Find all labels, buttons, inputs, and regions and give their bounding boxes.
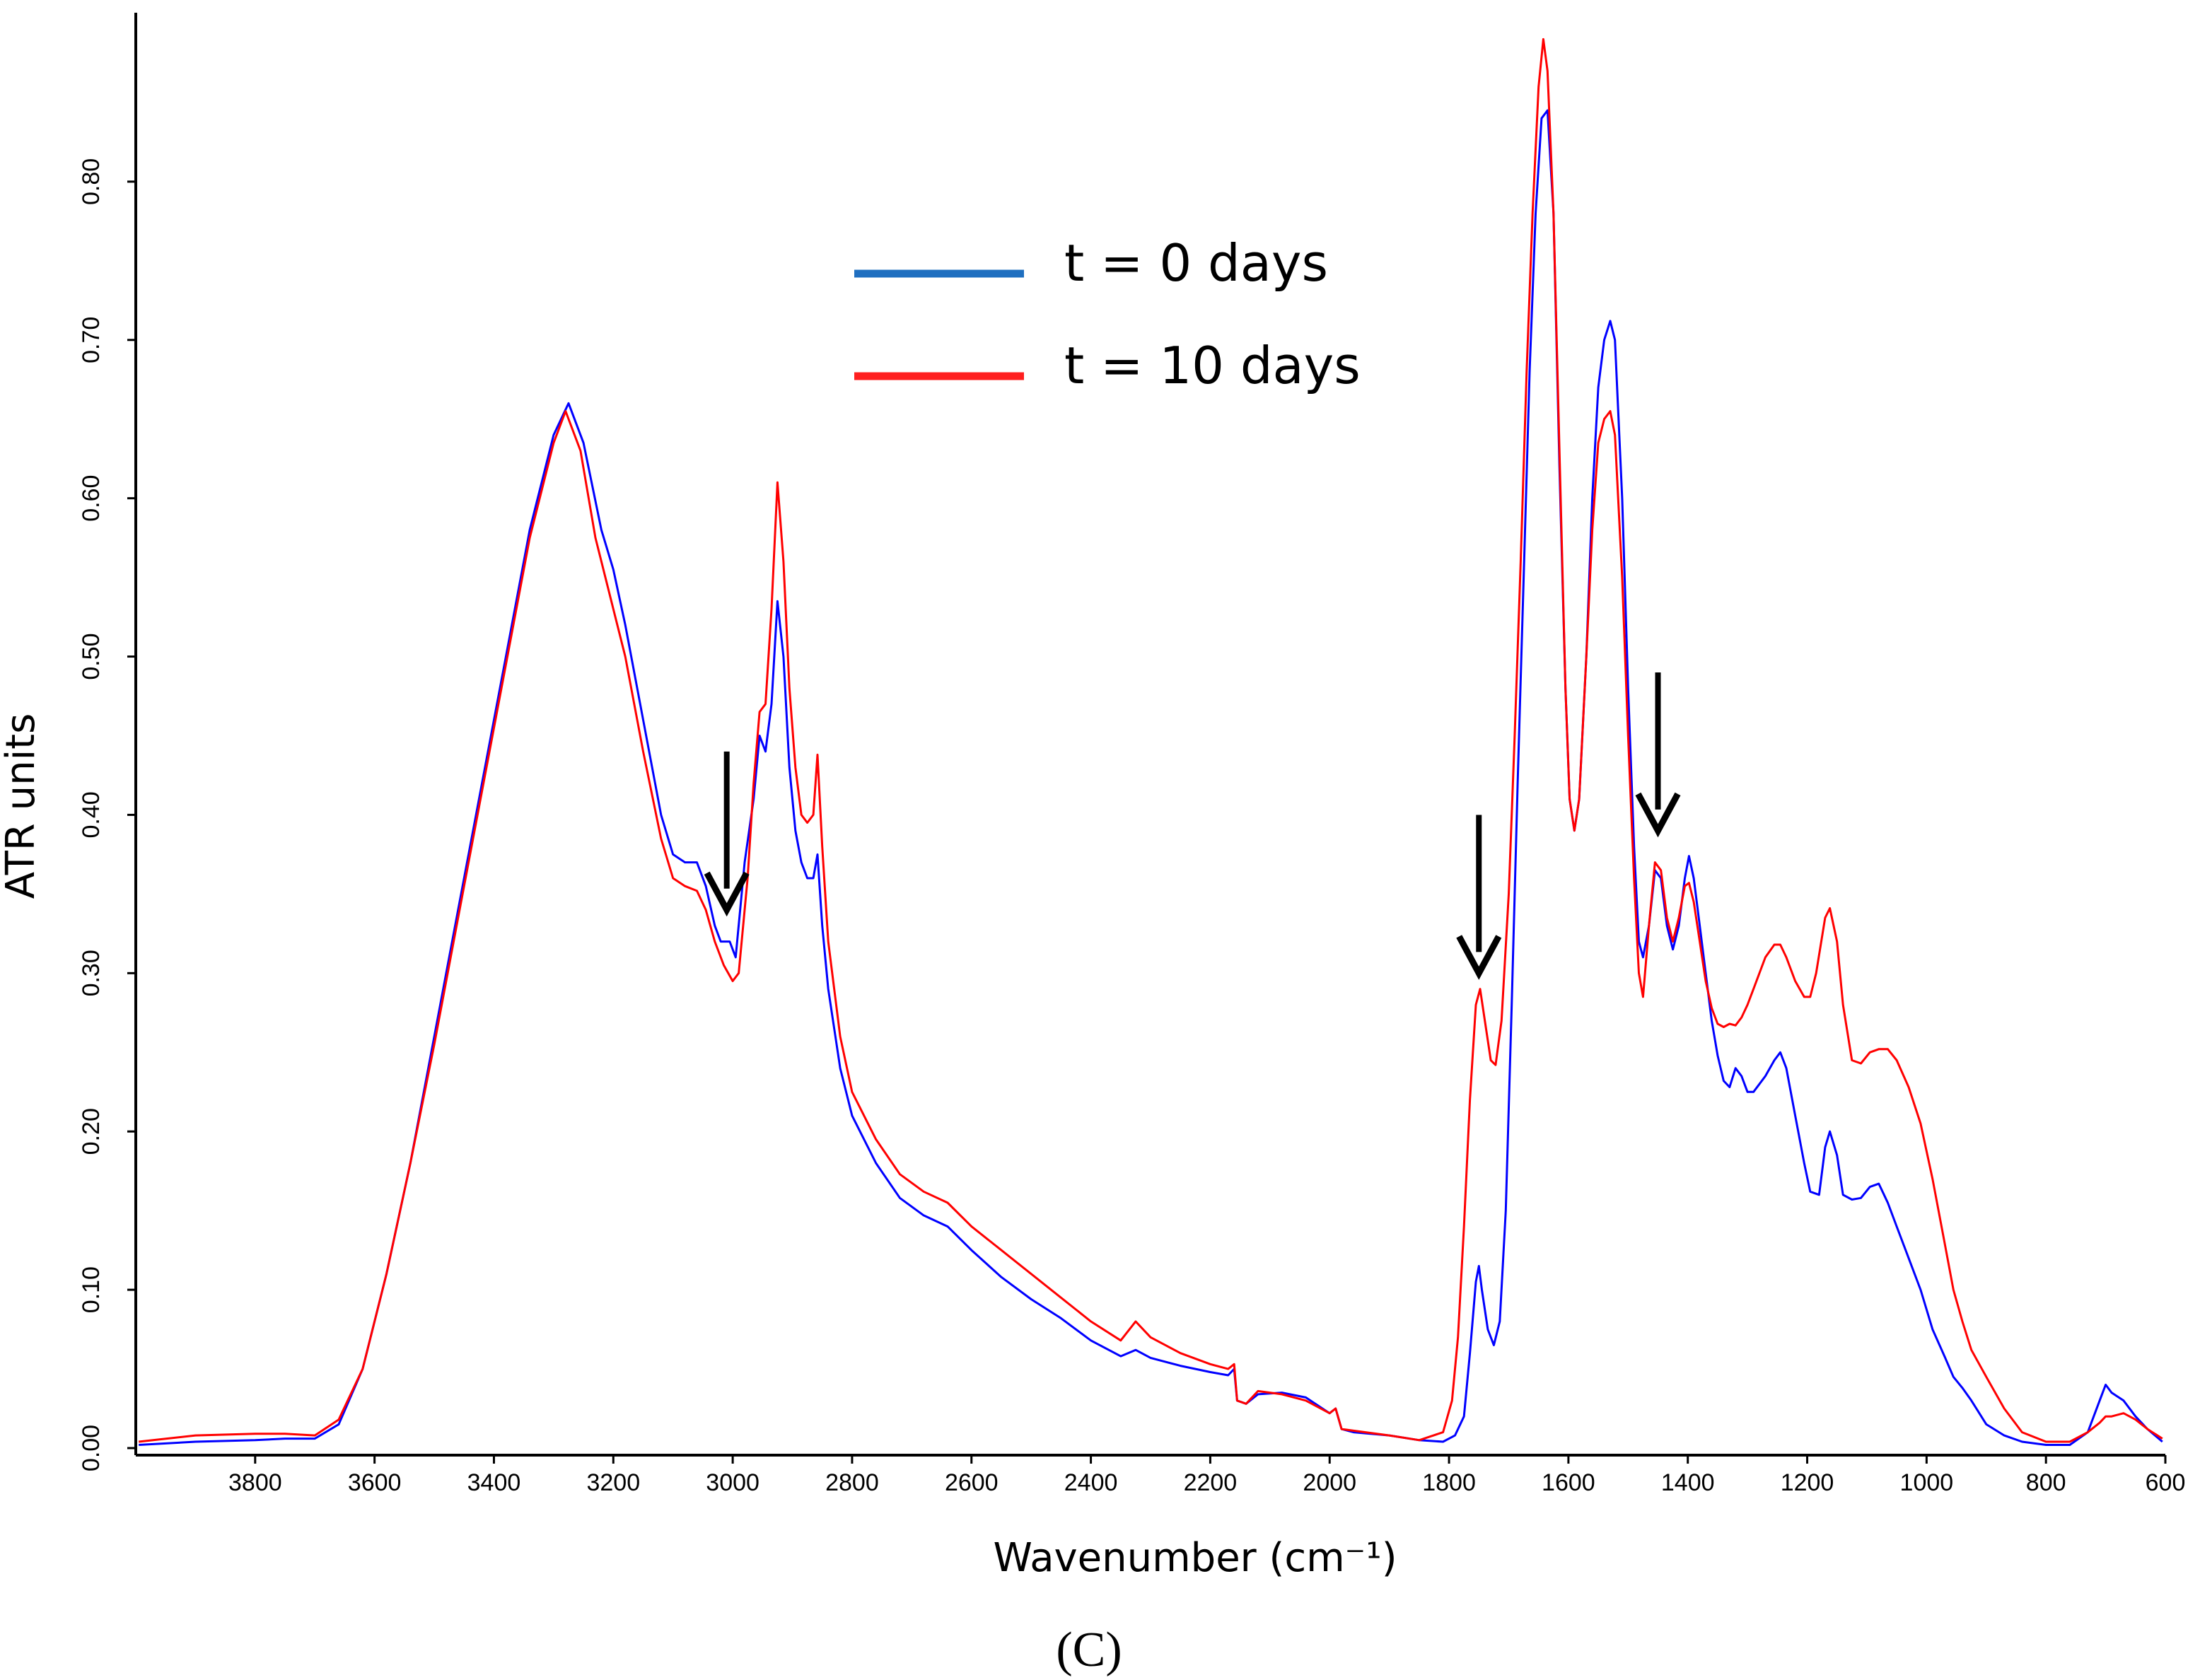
- x-tick-label: 3600: [348, 1469, 402, 1496]
- x-tick-label: 1400: [1661, 1469, 1715, 1496]
- y-tick-label: 0.20: [78, 1108, 105, 1155]
- x-tick-label: 2600: [945, 1469, 999, 1496]
- x-axis-title: Wavenumber (cm⁻¹): [993, 1535, 1397, 1581]
- x-tick-label: 1800: [1422, 1469, 1476, 1496]
- legend-label-t10: t = 10 days: [1064, 336, 1361, 395]
- annotation-arrow-head: [1635, 792, 1681, 838]
- y-ticks: 0.00 0.10 0.20 0.30 0.40 0.50 0.60 0.70 0.80: [78, 158, 136, 1471]
- x-tick-label: 600: [2146, 1469, 2186, 1496]
- y-tick-label: 0.00: [78, 1425, 105, 1471]
- x-ticks: 3800 3600 3400 3200 3000 2800 2600 2400 2200 2000…: [228, 1455, 2185, 1496]
- x-tick-label: 3800: [228, 1469, 282, 1496]
- y-tick-label: 0.10: [78, 1266, 105, 1313]
- x-tick-label: 3400: [467, 1469, 521, 1496]
- x-tick-label: 1000: [1900, 1469, 1954, 1496]
- arrow-layer: [704, 672, 1681, 980]
- figure-caption: (C): [1056, 1623, 1122, 1677]
- series-line-t0: [139, 109, 2163, 1446]
- legend: t = 0 days t = 10 days: [854, 233, 1361, 395]
- x-tick-label: 1200: [1781, 1469, 1834, 1496]
- y-axis-title: ATR units: [0, 713, 44, 899]
- x-tick-label: 800: [2026, 1469, 2066, 1496]
- x-tick-label: 3000: [706, 1469, 759, 1496]
- series-line-t10: [139, 37, 2163, 1443]
- plot-area: 0.00 0.10 0.20 0.30 0.40 0.50 0.60 0.70 0.80 380…: [78, 13, 2185, 1496]
- series-layer: [139, 37, 2163, 1446]
- y-tick-label: 0.70: [78, 317, 105, 363]
- annotation-arrow-head: [1456, 935, 1502, 980]
- y-tick-label: 0.60: [78, 475, 105, 522]
- x-tick-label: 2800: [825, 1469, 879, 1496]
- x-tick-label: 3200: [586, 1469, 640, 1496]
- legend-label-t0: t = 0 days: [1064, 233, 1328, 293]
- y-tick-label: 0.40: [78, 791, 105, 838]
- y-tick-label: 0.80: [78, 158, 105, 205]
- annotation-arrow-head: [704, 871, 750, 917]
- x-tick-label: 2400: [1064, 1469, 1118, 1496]
- x-tick-label: 2200: [1184, 1469, 1238, 1496]
- x-tick-label: 1600: [1542, 1469, 1595, 1496]
- y-tick-label: 0.30: [78, 950, 105, 996]
- y-tick-label: 0.50: [78, 633, 105, 679]
- x-tick-label: 2000: [1303, 1469, 1356, 1496]
